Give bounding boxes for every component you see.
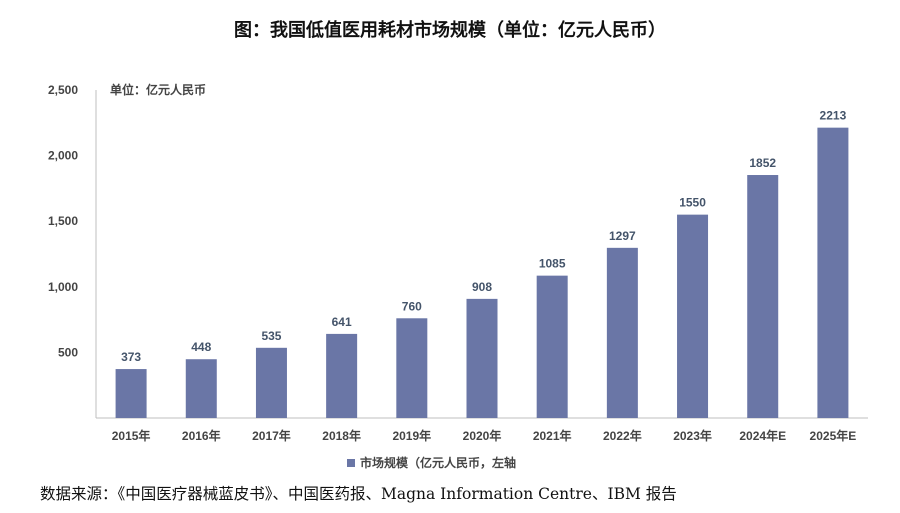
- bar: [326, 333, 358, 418]
- data-label: 535: [261, 329, 281, 343]
- bars: [115, 127, 849, 418]
- data-label: 1085: [539, 257, 566, 271]
- x-tick-label: 2021年: [533, 428, 572, 443]
- bar: [466, 298, 498, 418]
- chart-title: 图：我国低值医用耗材市场规模（单位：亿元人民币）: [234, 20, 666, 41]
- data-label: 760: [402, 299, 422, 313]
- x-tick-label: 2023年: [673, 428, 712, 443]
- data-label: 1550: [679, 196, 706, 210]
- source-note: 数据来源：《中国医疗器械蓝皮书》、中国医药报、Magna Information…: [40, 485, 677, 503]
- x-tick-label: 2022年: [603, 428, 642, 443]
- data-label: 908: [472, 280, 492, 294]
- bar: [185, 359, 217, 418]
- x-tick-label: 2017年: [252, 428, 291, 443]
- y-tick-label: 2,500: [48, 83, 78, 97]
- bar: [817, 127, 849, 418]
- bar: [747, 175, 779, 418]
- x-tick-label: 2018年: [322, 428, 361, 443]
- unit-label: 单位：亿元人民币: [110, 82, 206, 97]
- x-tick-label: 2024年E: [739, 428, 786, 443]
- legend-swatch: [347, 459, 355, 467]
- bar: [115, 369, 147, 418]
- data-labels: 373 448 535 641 760 908 1085 1297 1550 1852 2213: [121, 109, 847, 364]
- x-tick-labels: 2015年 2016年 2017年 2018年 2019年 2020年 2021年 2022年…: [112, 428, 857, 443]
- y-tick-label: 500: [58, 345, 78, 359]
- data-label: 1852: [749, 156, 776, 170]
- data-label: 1297: [609, 229, 636, 243]
- x-tick-label: 2020年: [463, 428, 502, 443]
- y-tick-label: 1,000: [48, 280, 78, 294]
- bar: [606, 247, 638, 418]
- bar: [255, 347, 287, 418]
- data-label: 373: [121, 350, 141, 364]
- x-tick-label: 2019年: [392, 428, 431, 443]
- bar-chart: 单位：亿元人民币 500 1,000 1,500 2,000 2,500 373 448 5…: [48, 82, 868, 470]
- x-tick-label: 2015年: [112, 428, 151, 443]
- legend: 市场规模（亿元人民币，左轴: [347, 455, 516, 470]
- legend-label: 市场规模（亿元人民币，左轴: [360, 455, 516, 470]
- x-tick-label: 2016年: [182, 428, 221, 443]
- data-label: 2213: [820, 109, 847, 123]
- y-tick-label: 1,500: [48, 214, 78, 228]
- data-label: 448: [191, 340, 211, 354]
- bar: [536, 275, 568, 418]
- y-tick-labels: 500 1,000 1,500 2,000 2,500: [48, 83, 78, 359]
- x-tick-label: 2025年E: [810, 428, 857, 443]
- bar: [677, 214, 709, 418]
- y-tick-label: 2,000: [48, 149, 78, 163]
- data-label: 641: [332, 315, 352, 329]
- bar: [396, 318, 428, 418]
